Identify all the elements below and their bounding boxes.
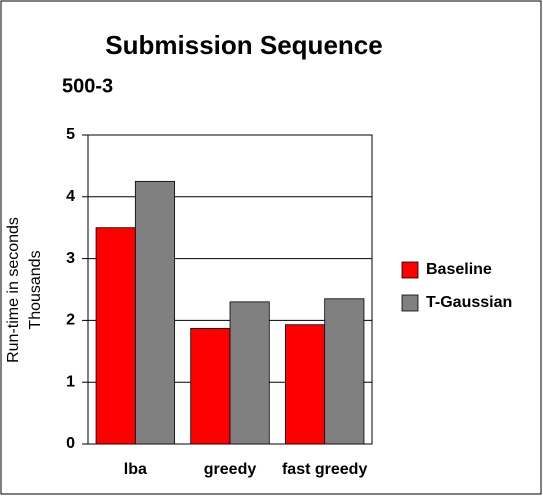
y-tick-label: 2 [66,312,75,329]
y-tick-label: 3 [66,250,75,267]
bar [284,324,326,445]
legend-label: Baseline [426,261,492,278]
chart-subtitle: 500-3 [62,75,113,97]
legend-swatch [401,261,419,279]
legend-swatch [401,294,419,312]
bar [190,328,231,445]
y-tick-label: 1 [66,373,75,390]
chart-title: Submission Sequence [105,30,382,60]
x-tick-label: lba [124,461,147,478]
x-tick-label: greedy [204,461,257,478]
y-tick-label: 5 [66,126,75,143]
bar [134,180,176,445]
legend-label: T-Gaussian [426,294,512,311]
y-tick-label: 4 [66,188,75,205]
y-axis-unit: Thousands [27,250,44,329]
x-tick-label: fast greedy [282,461,367,478]
bar [324,298,365,445]
bar [229,301,270,445]
bar [95,227,136,445]
y-axis-label: Run-time in seconds [5,217,22,363]
y-tick-label: 0 [66,435,75,452]
